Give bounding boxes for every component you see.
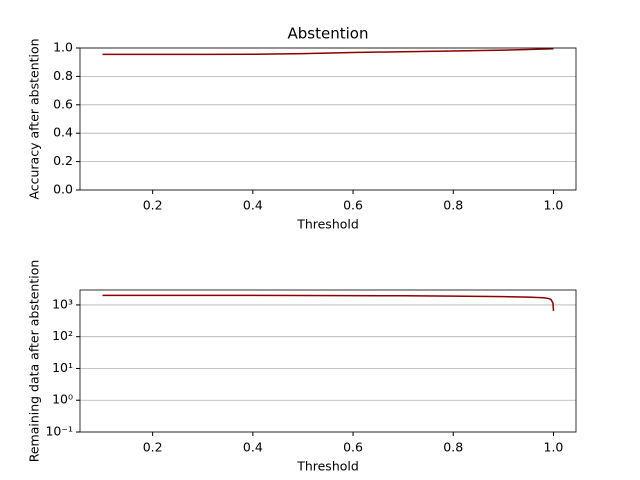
- y-tick-label: 10²: [52, 328, 73, 343]
- x-tick-label: 0.4: [243, 440, 263, 455]
- y-tick-label: 10⁰: [52, 392, 73, 407]
- x-tick-label: 0.8: [443, 440, 463, 455]
- x-tick-label: 0.4: [243, 198, 263, 213]
- y-axis-label: Accuracy after abstention: [27, 38, 42, 199]
- x-tick-label: 1.0: [544, 440, 564, 455]
- y-tick-label: 0.2: [53, 153, 73, 168]
- axes-frame: [79, 289, 577, 433]
- x-tick-label: 0.8: [443, 198, 463, 213]
- x-axis-label: Threshold: [296, 217, 359, 232]
- y-tick-label: 0.6: [53, 96, 73, 111]
- y-tick-label: 0.0: [53, 182, 73, 197]
- y-tick-label: 1.0: [53, 40, 73, 55]
- y-tick-label: 0.4: [53, 125, 73, 140]
- x-tick-label: 0.6: [343, 440, 363, 455]
- data-line: [102, 47, 554, 56]
- x-tick-label: 1.0: [544, 198, 564, 213]
- y-tick-label: 0.8: [53, 68, 73, 83]
- x-tick-label: 0.6: [343, 198, 363, 213]
- y-axis-label: Remaining data after abstention: [27, 260, 42, 463]
- x-tick-label: 0.2: [143, 198, 163, 213]
- chart-title: Abstention: [288, 25, 369, 43]
- axes-frame: [79, 47, 577, 191]
- y-tick-label: 10¹: [52, 360, 73, 375]
- y-tick-label: 10⁻¹: [45, 424, 73, 439]
- x-axis-label: Threshold: [296, 459, 359, 474]
- x-tick-label: 0.2: [143, 440, 163, 455]
- y-tick-label: 10³: [52, 296, 73, 311]
- data-line: [102, 294, 555, 311]
